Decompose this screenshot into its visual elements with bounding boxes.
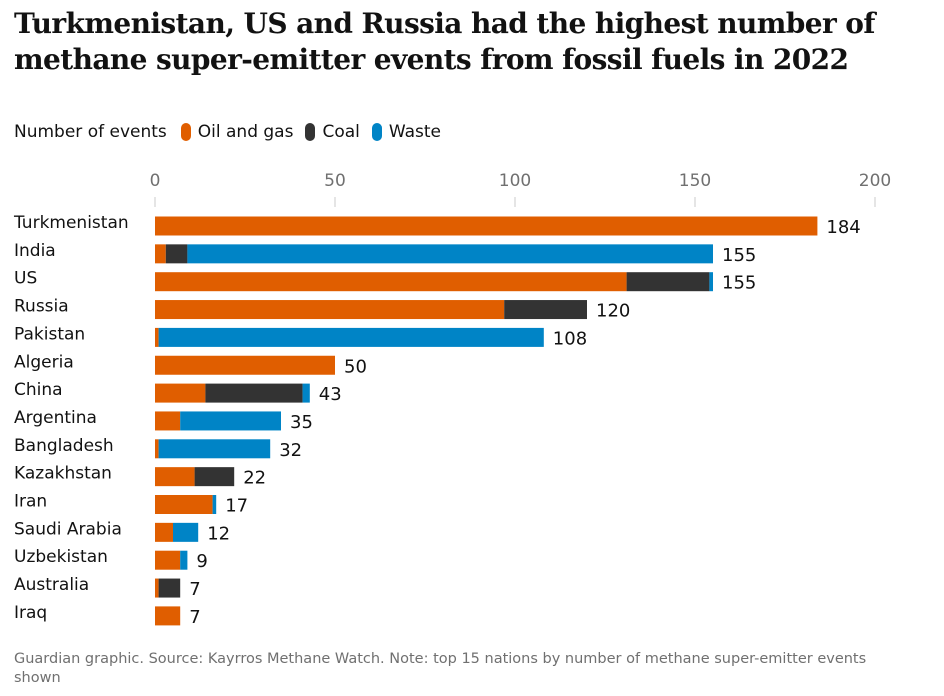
- value-label-us: 155: [722, 273, 756, 294]
- bar-argentina-oil-and-gas: [155, 411, 181, 431]
- bar-kazakhstan-coal: [194, 467, 235, 487]
- bar-uzbekistan-oil-and-gas: [155, 550, 181, 570]
- value-label-algeria: 50: [344, 356, 367, 377]
- value-label-bangladesh: 32: [279, 440, 302, 461]
- legend-swatch-oil-and-gas: [180, 123, 191, 141]
- bar-china-oil-and-gas: [155, 383, 206, 403]
- value-label-argentina: 35: [290, 412, 313, 433]
- value-label-pakistan: 108: [553, 328, 587, 349]
- category-label-bangladesh: Bangladesh: [14, 436, 114, 456]
- legend-label: Number of events: [14, 122, 167, 142]
- bar-bangladesh-waste: [158, 439, 271, 459]
- value-label-uzbekistan: 9: [196, 551, 207, 572]
- legend-text-coal: Coal: [322, 122, 360, 142]
- x-tick-label-0: 0: [150, 171, 161, 191]
- value-label-iran: 17: [225, 496, 248, 517]
- bar-pakistan-oil-and-gas: [155, 327, 159, 347]
- chart-title: Turkmenistan, US and Russia had the high…: [14, 7, 875, 76]
- x-tick-label-100: 100: [499, 171, 531, 191]
- category-label-us: US: [14, 269, 37, 289]
- value-label-china: 43: [319, 384, 342, 405]
- bar-india-waste: [187, 244, 713, 264]
- value-label-saudi-arabia: 12: [207, 523, 230, 544]
- category-label-algeria: Algeria: [14, 352, 74, 372]
- bar-russia-coal: [504, 300, 587, 320]
- bar-pakistan-waste: [158, 327, 544, 347]
- category-label-australia: Australia: [14, 575, 89, 595]
- legend-item-waste: Waste: [371, 122, 441, 142]
- bar-saudi-arabia-oil-and-gas: [155, 522, 173, 542]
- bar-iran-waste: [212, 495, 217, 514]
- bar-us-coal: [626, 272, 710, 292]
- legend-text-oil-and-gas: Oil and gas: [197, 122, 294, 142]
- category-label-saudi-arabia: Saudi Arabia: [14, 519, 122, 539]
- bar-uzbekistan-waste: [180, 550, 188, 570]
- stacked-bar-chart: 0 50 100 150 200 Turkmenistan 184 India 155 US 155…: [13, 171, 891, 628]
- category-label-india: India: [14, 241, 56, 261]
- bar-india-coal: [165, 244, 188, 264]
- category-label-argentina: Argentina: [14, 408, 97, 428]
- legend: Number of events Oil and gas Coal Waste: [14, 120, 453, 144]
- legend-item-coal: Coal: [305, 122, 360, 142]
- legend-text-waste: Waste: [388, 122, 441, 142]
- source-note: Guardian graphic. Source: Kayrros Methan…: [14, 651, 867, 686]
- value-label-turkmenistan: 184: [826, 217, 860, 238]
- bar-bangladesh-oil-and-gas: [155, 439, 159, 459]
- bar-australia-coal: [158, 578, 181, 598]
- bar-china-waste: [302, 383, 310, 403]
- value-label-india: 155: [722, 245, 756, 266]
- x-tick-label-50: 50: [324, 171, 346, 191]
- category-label-iran: Iran: [14, 492, 47, 512]
- value-label-russia: 120: [596, 301, 630, 322]
- bar-saudi-arabia-waste: [173, 522, 199, 542]
- value-label-kazakhstan: 22: [243, 468, 266, 489]
- category-label-uzbekistan: Uzbekistan: [14, 547, 108, 567]
- legend-swatch-waste: [371, 123, 382, 141]
- legend-swatch-coal: [305, 123, 316, 141]
- category-label-china: China: [14, 380, 63, 400]
- value-label-australia: 7: [189, 579, 200, 600]
- bar-iraq-oil-and-gas: [155, 606, 181, 626]
- x-tick-label-200: 200: [859, 171, 891, 191]
- legend-item-oil-and-gas: Oil and gas: [180, 122, 294, 142]
- bar-us-waste: [709, 272, 713, 292]
- bar-kazakhstan-oil-and-gas: [155, 467, 195, 487]
- bar-algeria-oil-and-gas: [155, 355, 335, 375]
- value-label-iraq: 7: [189, 607, 200, 628]
- category-label-kazakhstan: Kazakhstan: [14, 464, 112, 484]
- bar-russia-oil-and-gas: [155, 300, 505, 320]
- category-label-turkmenistan: Turkmenistan: [13, 213, 129, 233]
- bar-argentina-waste: [180, 411, 281, 431]
- category-label-iraq: Iraq: [14, 603, 47, 623]
- category-label-pakistan: Pakistan: [14, 324, 85, 344]
- bar-australia-oil-and-gas: [155, 578, 159, 598]
- bar-china-coal: [205, 383, 303, 403]
- bar-india-oil-and-gas: [155, 244, 166, 264]
- category-label-russia: Russia: [14, 297, 69, 317]
- x-tick-label-150: 150: [679, 171, 711, 191]
- bar-us-oil-and-gas: [155, 272, 627, 292]
- bar-iran-oil-and-gas: [155, 495, 213, 514]
- bar-turkmenistan-oil-and-gas: [155, 216, 818, 236]
